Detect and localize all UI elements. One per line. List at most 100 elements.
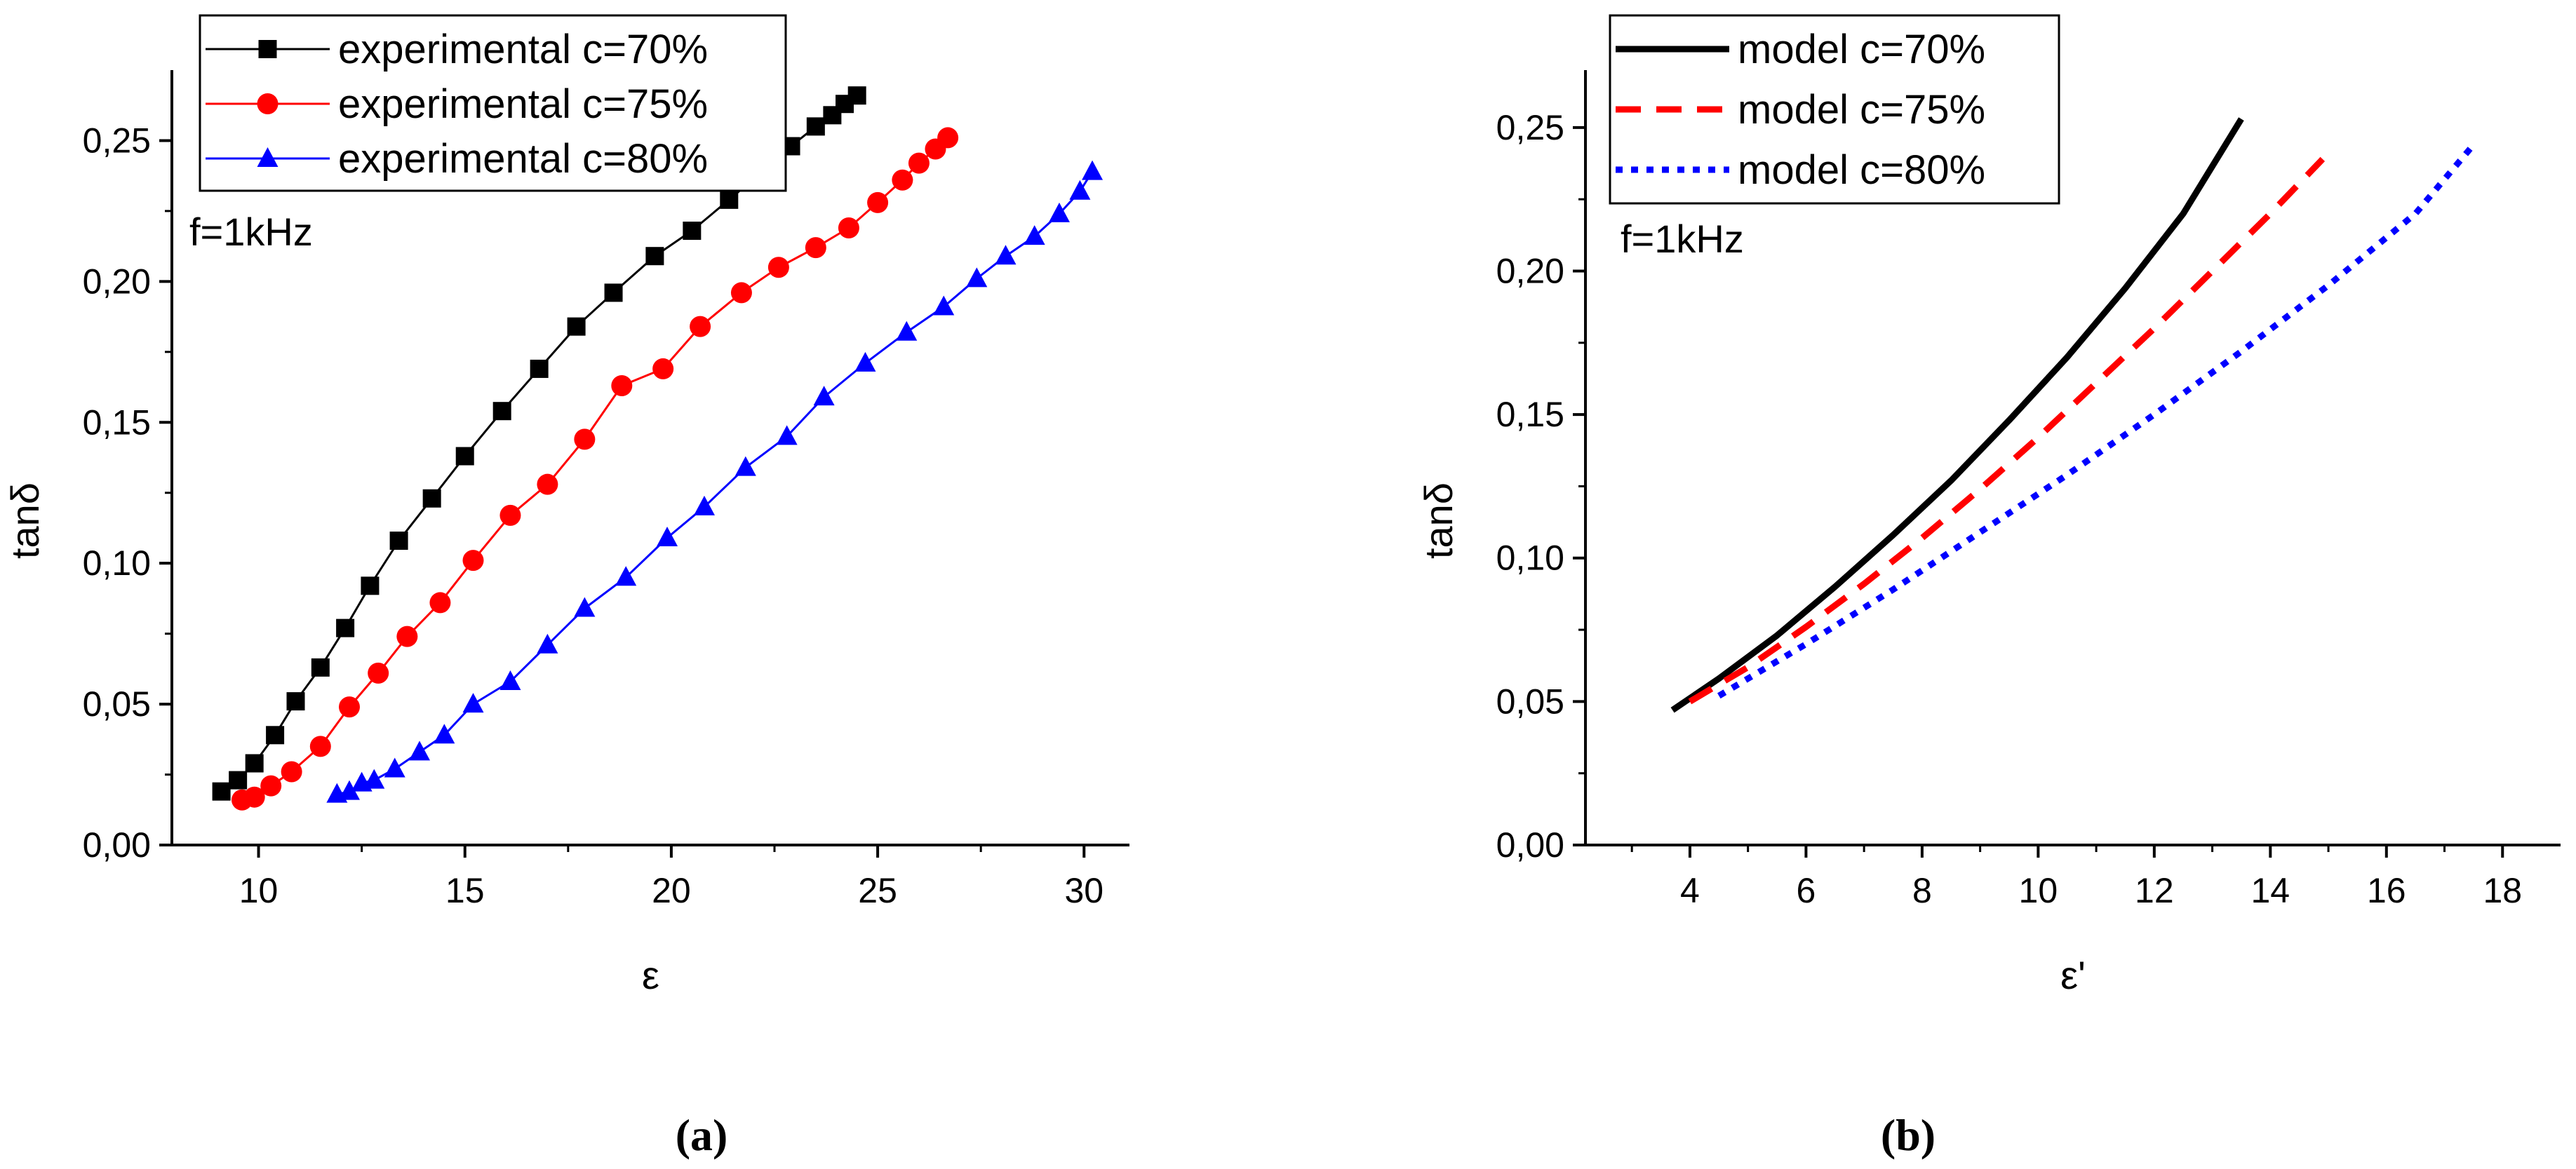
data-point-circle xyxy=(767,257,789,278)
x-tick-label: 25 xyxy=(858,871,897,910)
data-point-square xyxy=(604,283,623,302)
data-point-square xyxy=(361,576,380,595)
frequency-annotation: f=1kHz xyxy=(189,210,313,254)
data-point-circle xyxy=(260,775,282,797)
x-tick-label: 10 xyxy=(239,871,279,910)
y-tick-label: 0,05 xyxy=(83,684,151,724)
data-point-circle xyxy=(462,550,484,572)
data-point-square xyxy=(286,692,305,711)
data-point-square xyxy=(422,489,441,508)
data-point-circle xyxy=(281,761,302,783)
legend-marker-triangle xyxy=(257,147,279,167)
data-point-square xyxy=(683,222,702,241)
legend-label-1: model c=70% xyxy=(1738,27,1985,72)
data-point-circle xyxy=(867,191,889,213)
x-tick-label: 12 xyxy=(2135,871,2174,910)
data-point-circle xyxy=(396,626,418,647)
series-line-3 xyxy=(336,170,1094,796)
data-point-triangle xyxy=(574,597,596,617)
data-point-square xyxy=(311,658,330,677)
data-point-triangle xyxy=(409,741,431,761)
legend-marker-square xyxy=(258,40,277,58)
data-point-triangle xyxy=(499,670,521,690)
data-point-triangle xyxy=(896,320,918,341)
data-point-square xyxy=(806,117,825,136)
data-point-circle xyxy=(937,127,959,149)
series-line-2 xyxy=(1688,156,2326,705)
data-point-triangle xyxy=(657,527,678,547)
data-point-triangle xyxy=(854,351,876,372)
x-tick-label: 20 xyxy=(652,871,691,910)
y-axis-title: tanδ xyxy=(1416,482,1461,559)
data-point-square xyxy=(492,402,511,421)
panel-caption-a: (a) xyxy=(676,1110,728,1160)
data-point-triangle xyxy=(615,566,637,586)
data-point-circle xyxy=(338,696,360,718)
data-point-circle xyxy=(805,237,826,259)
y-tick-label: 0,00 xyxy=(83,825,151,865)
data-point-circle xyxy=(652,358,674,379)
data-point-circle xyxy=(499,504,521,526)
y-tick-label: 0,15 xyxy=(83,403,151,442)
y-tick-label: 0,20 xyxy=(83,262,151,301)
legend-label-2: model c=75% xyxy=(1738,87,1985,133)
data-point-square xyxy=(645,247,664,266)
x-tick-label: 8 xyxy=(1912,871,1932,910)
panel-b-chart: 4 6 8 10 12 14 16 18 0,00 0,05 0,10 0,15 0,20 0,25 ε' t… xyxy=(1416,14,2561,1160)
x-axis-title: ε xyxy=(642,953,659,997)
data-point-triangle xyxy=(434,724,455,744)
data-point-triangle xyxy=(933,295,955,316)
y-tick-label: 0,25 xyxy=(83,121,151,160)
y-axis-title: tanδ xyxy=(3,482,47,559)
data-point-triangle xyxy=(776,425,798,445)
panel-caption-b: (b) xyxy=(1881,1110,1936,1160)
data-point-triangle xyxy=(537,633,558,654)
data-point-triangle xyxy=(813,386,835,406)
y-tick-label: 0,10 xyxy=(1496,539,1564,578)
data-point-circle xyxy=(368,662,389,684)
legend-label-3: experimental c=80% xyxy=(338,136,708,182)
data-point-triangle xyxy=(966,267,988,288)
data-point-triangle xyxy=(995,245,1017,265)
data-point-square xyxy=(847,86,866,105)
x-tick-label: 14 xyxy=(2250,871,2290,910)
y-tick-label: 0,15 xyxy=(1496,395,1564,434)
data-point-circle xyxy=(730,282,752,304)
y-tick-label: 0,25 xyxy=(1496,108,1564,147)
data-point-square xyxy=(245,754,264,773)
data-point-triangle xyxy=(338,780,360,800)
data-point-square xyxy=(229,771,248,790)
x-tick-label: 10 xyxy=(2019,871,2058,910)
legend-label-3: model c=80% xyxy=(1738,147,1985,193)
data-point-triangle xyxy=(693,495,715,515)
data-point-circle xyxy=(537,473,558,495)
data-point-circle xyxy=(838,217,859,239)
legend-label-1: experimental c=70% xyxy=(338,27,708,72)
data-point-square xyxy=(530,359,549,378)
data-point-square xyxy=(389,532,408,550)
x-axis-title: ε' xyxy=(2060,953,2086,997)
data-point-circle xyxy=(574,428,596,450)
x-tick-label: 30 xyxy=(1064,871,1103,910)
data-point-square xyxy=(455,447,474,466)
y-tick-label: 0,10 xyxy=(83,543,151,583)
data-point-square xyxy=(336,619,355,637)
y-tick-label: 0,20 xyxy=(1496,251,1564,290)
x-tick-label: 15 xyxy=(445,871,485,910)
data-point-circle xyxy=(690,316,711,337)
data-point-triangle xyxy=(384,757,405,778)
data-point-circle xyxy=(611,375,633,397)
data-point-circle xyxy=(429,592,451,614)
panel-a-chart: 10 15 20 25 30 0,00 0,05 0,10 0,15 0,20 0,25 ε tanδ e… xyxy=(3,14,1129,1160)
data-point-triangle xyxy=(1069,180,1091,200)
data-point-circle xyxy=(908,152,930,174)
frequency-annotation: f=1kHz xyxy=(1621,217,1744,261)
y-tick-label: 0,05 xyxy=(1496,682,1564,721)
data-point-square xyxy=(266,726,285,745)
data-point-triangle xyxy=(734,456,756,476)
series-line-3 xyxy=(1717,142,2476,699)
data-point-square xyxy=(567,317,586,336)
x-tick-label: 18 xyxy=(2483,871,2522,910)
data-point-square xyxy=(720,190,739,209)
